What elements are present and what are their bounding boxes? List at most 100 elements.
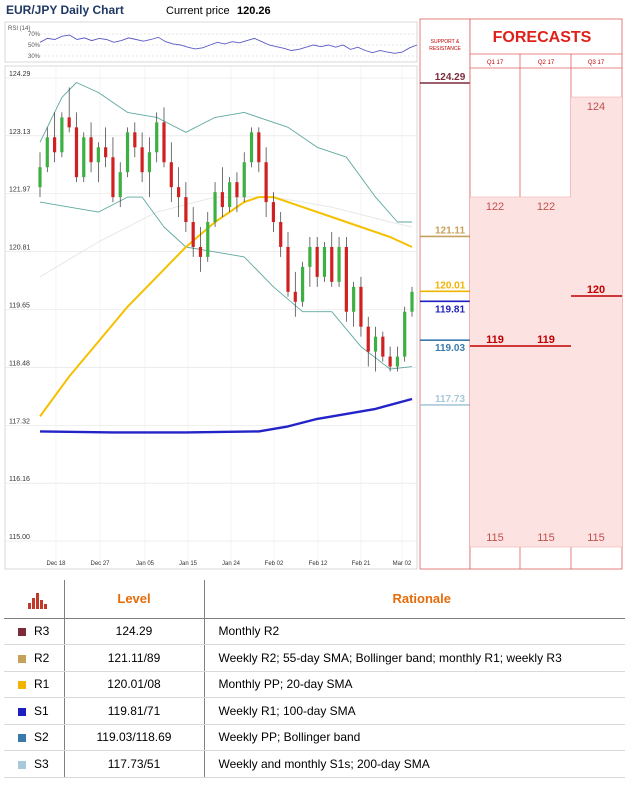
- candle: [381, 331, 385, 362]
- candle-body: [410, 291, 414, 312]
- levels-table-header: Level Rationale: [4, 580, 625, 619]
- candle: [38, 152, 42, 198]
- level-color-swatch: [18, 734, 26, 743]
- candle-body: [67, 117, 71, 128]
- level-value: 120.01/08: [63, 671, 205, 698]
- candle-body: [293, 291, 297, 302]
- rationale-header: Rationale: [204, 580, 625, 619]
- candle: [373, 326, 378, 372]
- candle-body: [308, 246, 312, 267]
- level-marker: 121.11: [420, 225, 470, 238]
- candle-body: [104, 147, 108, 158]
- candle-body: [82, 137, 86, 178]
- level-name: S3: [34, 756, 49, 771]
- forecast-col-q2: Q2 17: [538, 60, 555, 66]
- forecast-q2-mid: 119: [537, 334, 555, 346]
- candle-body: [213, 192, 217, 223]
- x-tick-label: Feb 02: [265, 561, 284, 567]
- indicator-lines: [39, 82, 413, 434]
- rsi-panel: RSI (14) 70% 50% 30%: [4, 21, 418, 63]
- candle: [60, 112, 64, 158]
- level-marker: 117.73: [420, 394, 470, 406]
- forecast-col-q1: Q1 17: [487, 60, 504, 66]
- candle-body: [271, 202, 276, 223]
- candle-body: [133, 132, 137, 148]
- table-row: S2 119.03/118.69 Weekly PP; Bollinger band: [4, 724, 625, 751]
- candle: [293, 271, 297, 317]
- level-marker-label: 124.29: [435, 72, 466, 83]
- level-value: 119.81/71: [63, 697, 205, 725]
- candle: [257, 127, 261, 173]
- candle-body: [45, 137, 49, 168]
- forecast-q1-high: 122: [486, 201, 504, 213]
- level-name-cell: R2: [4, 644, 64, 672]
- y-axis-ticks: 124.29 123.13 121.97 120.81 119.65 118.48 117.…: [9, 71, 31, 541]
- candle: [228, 177, 232, 213]
- candle: [235, 172, 239, 213]
- candle: [96, 142, 100, 183]
- forecast-q3-mid: 120: [587, 284, 605, 296]
- x-tick-label: Jan 15: [179, 561, 198, 567]
- candle: [403, 306, 407, 362]
- x-tick-label: Dec 18: [46, 561, 66, 567]
- candle-body: [373, 336, 378, 352]
- x-tick-label: Feb 12: [309, 561, 328, 567]
- forecast-range-q1: [470, 197, 520, 547]
- candle: [52, 112, 57, 163]
- candle-body: [388, 356, 392, 367]
- level-markers: 124.29 121.11 120.01 119.81 119.03 117.73: [420, 72, 470, 406]
- candle: [242, 152, 246, 203]
- sr-header-2: RESISTANCE: [429, 46, 461, 52]
- candle-body: [249, 132, 254, 163]
- level-marker-label: 121.11: [435, 225, 465, 236]
- y-tick-label: 123.13: [9, 129, 31, 136]
- candle: [337, 236, 341, 287]
- candle-body: [89, 137, 93, 163]
- candle-body: [352, 286, 356, 312]
- sr-header: SUPPORT &: [431, 39, 460, 45]
- candle: [271, 192, 276, 233]
- candle: [410, 286, 414, 317]
- forecast-q1-mid: 119: [486, 334, 504, 346]
- forecast-col-q3: Q3 17: [588, 60, 605, 66]
- level-marker: 124.29: [420, 72, 470, 84]
- candle: [74, 112, 79, 183]
- candle-body: [96, 147, 100, 163]
- x-tick-label: Jan 24: [222, 561, 241, 567]
- candle-body: [60, 117, 64, 153]
- forecast-q3-high: 124: [587, 101, 605, 113]
- candle-body: [279, 222, 283, 247]
- candle: [315, 236, 319, 287]
- candle-body: [366, 326, 370, 352]
- candle: [155, 112, 159, 163]
- table-row: R3 124.29 Monthly R2: [4, 618, 625, 645]
- x-axis-ticks: Dec 18 Dec 27 Jan 05 Jan 15 Jan 24 Feb 02 Feb …: [46, 561, 412, 567]
- forecasts-title: FORECASTS: [493, 29, 592, 46]
- x-tick-label: Feb 21: [352, 561, 371, 567]
- candle-body: [162, 122, 166, 163]
- y-tick-label: 124.29: [9, 71, 31, 78]
- candle: [395, 346, 400, 372]
- y-tick-label: 116.16: [9, 476, 30, 483]
- candle-body: [242, 162, 246, 198]
- level-marker-label: 119.81: [435, 304, 465, 315]
- candle: [147, 137, 152, 198]
- candle: [198, 227, 203, 272]
- candle-body: [169, 162, 173, 188]
- level-rationale: Weekly R2; 55-day SMA; Bollinger band; m…: [204, 644, 625, 672]
- candle-body: [176, 187, 181, 198]
- y-tick-label: 119.65: [9, 302, 30, 309]
- level-name-cell: S3: [4, 750, 64, 778]
- chart-area: EUR/JPY Daily Chart Current price 120.26…: [4, 3, 623, 570]
- candle: [104, 127, 108, 168]
- level-marker: 120.01: [420, 280, 470, 293]
- candle: [300, 261, 305, 307]
- y-tick-label: 120.81: [9, 244, 31, 251]
- candle: [45, 127, 49, 173]
- level-name-cell: S2: [4, 724, 64, 751]
- candle: [279, 212, 283, 257]
- candle: [176, 167, 181, 218]
- level-marker-label: 119.03: [435, 343, 465, 354]
- candle: [388, 346, 392, 372]
- candle-body: [155, 122, 159, 153]
